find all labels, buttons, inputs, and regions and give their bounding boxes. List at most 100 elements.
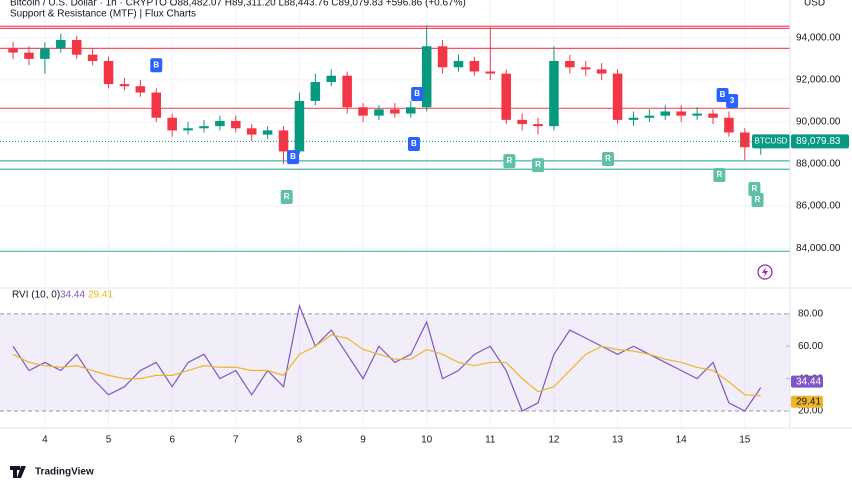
- candle-body: [565, 60, 575, 68]
- candle-body: [71, 39, 82, 55]
- candle-body: [549, 60, 559, 127]
- value-tag-text: 29.41: [796, 396, 821, 407]
- signal-badge: [287, 150, 300, 165]
- candle-body: [437, 46, 448, 68]
- signal-label: R: [605, 154, 611, 163]
- candle-body: [660, 111, 671, 116]
- signal-label: B: [414, 89, 420, 98]
- price-tag: [791, 134, 849, 149]
- y-tick-label: 92,000.00: [796, 75, 841, 86]
- legend-value: 34.44: [60, 290, 85, 301]
- legend-value: 29.41: [88, 290, 113, 301]
- header-title: Bitcoin / U.S. Dollar · 1h · CRYPTO O88,…: [10, 0, 466, 9]
- x-tick-label: 5: [106, 435, 112, 446]
- x-tick-label: 15: [739, 435, 751, 446]
- candle-body: [533, 124, 543, 127]
- signal-label: 3: [730, 96, 735, 105]
- candle-body: [724, 117, 734, 133]
- candle-body: [199, 126, 209, 129]
- y-tick-label: 84,000.00: [796, 243, 841, 254]
- alert-icon[interactable]: [757, 264, 773, 280]
- candle-body: [676, 111, 686, 116]
- candle-body: [8, 48, 18, 53]
- candle-body: [612, 73, 623, 120]
- candle-body: [87, 54, 98, 61]
- signal-badge: [726, 93, 739, 108]
- candle-body: [485, 71, 496, 74]
- x-tick-label: 9: [360, 435, 366, 446]
- signal-badge: [713, 167, 726, 182]
- rvi-title: RVI (10, 0): [12, 290, 60, 301]
- price-plot: [0, 0, 790, 287]
- x-tick-label: 6: [169, 435, 175, 446]
- candle-body: [596, 69, 607, 74]
- tv-logo: [10, 466, 26, 478]
- value-tag: [791, 395, 823, 408]
- alert-bolt: [762, 267, 768, 277]
- signal-label: R: [284, 192, 290, 201]
- x-tick-label: 4: [42, 435, 48, 446]
- signal-badge: [503, 154, 516, 169]
- candle-body: [246, 128, 257, 135]
- x-tick-label: 7: [233, 435, 239, 446]
- candle-body: [517, 119, 527, 125]
- y-tick-label: 90,000.00: [796, 117, 841, 128]
- price-tag-text: 89,079.83: [796, 136, 841, 147]
- signal-badge: [280, 190, 293, 205]
- candle-body: [119, 84, 130, 87]
- signal-label: B: [290, 152, 296, 161]
- candle-body: [167, 117, 177, 131]
- overlay: 84,000.00 86,000.00 88,000.00 90,000.00 92,0…: [12, 32, 849, 446]
- candle-body: [390, 109, 400, 114]
- signal-badge: [748, 182, 761, 197]
- candle-body: [644, 115, 655, 118]
- symbol-tag-text: BTCUSD: [755, 136, 788, 145]
- candle-body: [40, 48, 50, 59]
- indicator-name: Support & Resistance (MTF) | Flux Charts: [10, 9, 196, 20]
- candle-body: [310, 82, 321, 101]
- candle-body: [469, 60, 480, 72]
- candle-body: [24, 52, 34, 59]
- candle-body: [183, 128, 193, 131]
- x-tick-label: 13: [612, 435, 624, 446]
- candle-body: [262, 130, 273, 135]
- x-tick-label: 12: [548, 435, 560, 446]
- candle-body: [151, 92, 162, 118]
- candle-body: [580, 67, 591, 70]
- signal-label: R: [751, 184, 757, 193]
- candle-body: [740, 132, 750, 148]
- candle-body: [453, 60, 464, 68]
- candle-body: [56, 39, 66, 49]
- signal-badge: [751, 192, 764, 207]
- x-tick-label: 14: [676, 435, 688, 446]
- candle-body: [294, 100, 305, 152]
- rvi-plot: [0, 289, 790, 428]
- x-tick-label: 11: [485, 435, 496, 446]
- signal-label: B: [720, 90, 726, 99]
- candle-body: [358, 107, 368, 116]
- y-tick-label: 20.00: [798, 406, 823, 417]
- candle-body: [278, 130, 289, 152]
- signal-label: R: [755, 195, 761, 204]
- candle-body: [374, 109, 384, 116]
- signal-label: R: [507, 156, 513, 165]
- symbol-tag: [752, 134, 790, 149]
- signal-badge: [716, 88, 729, 103]
- y-tick-label: 94,000.00: [796, 32, 841, 43]
- x-tick-label: 8: [297, 435, 303, 446]
- brand: TradingView: [35, 467, 94, 478]
- y-tick-label: 86,000.00: [796, 201, 841, 212]
- signal-label: B: [153, 60, 159, 69]
- candle-body: [135, 86, 146, 93]
- rvi-line: [12, 334, 761, 397]
- rvi-line: [12, 303, 762, 412]
- signal-badge: [602, 151, 615, 166]
- signal-label: B: [411, 139, 417, 148]
- x-tick-label: 10: [421, 435, 433, 446]
- value-tag-text: 34.44: [796, 376, 821, 387]
- y-tick-label: 80.00: [798, 308, 823, 319]
- currency: USD: [804, 0, 825, 9]
- candle-body: [421, 46, 432, 108]
- candle-body: [628, 117, 639, 120]
